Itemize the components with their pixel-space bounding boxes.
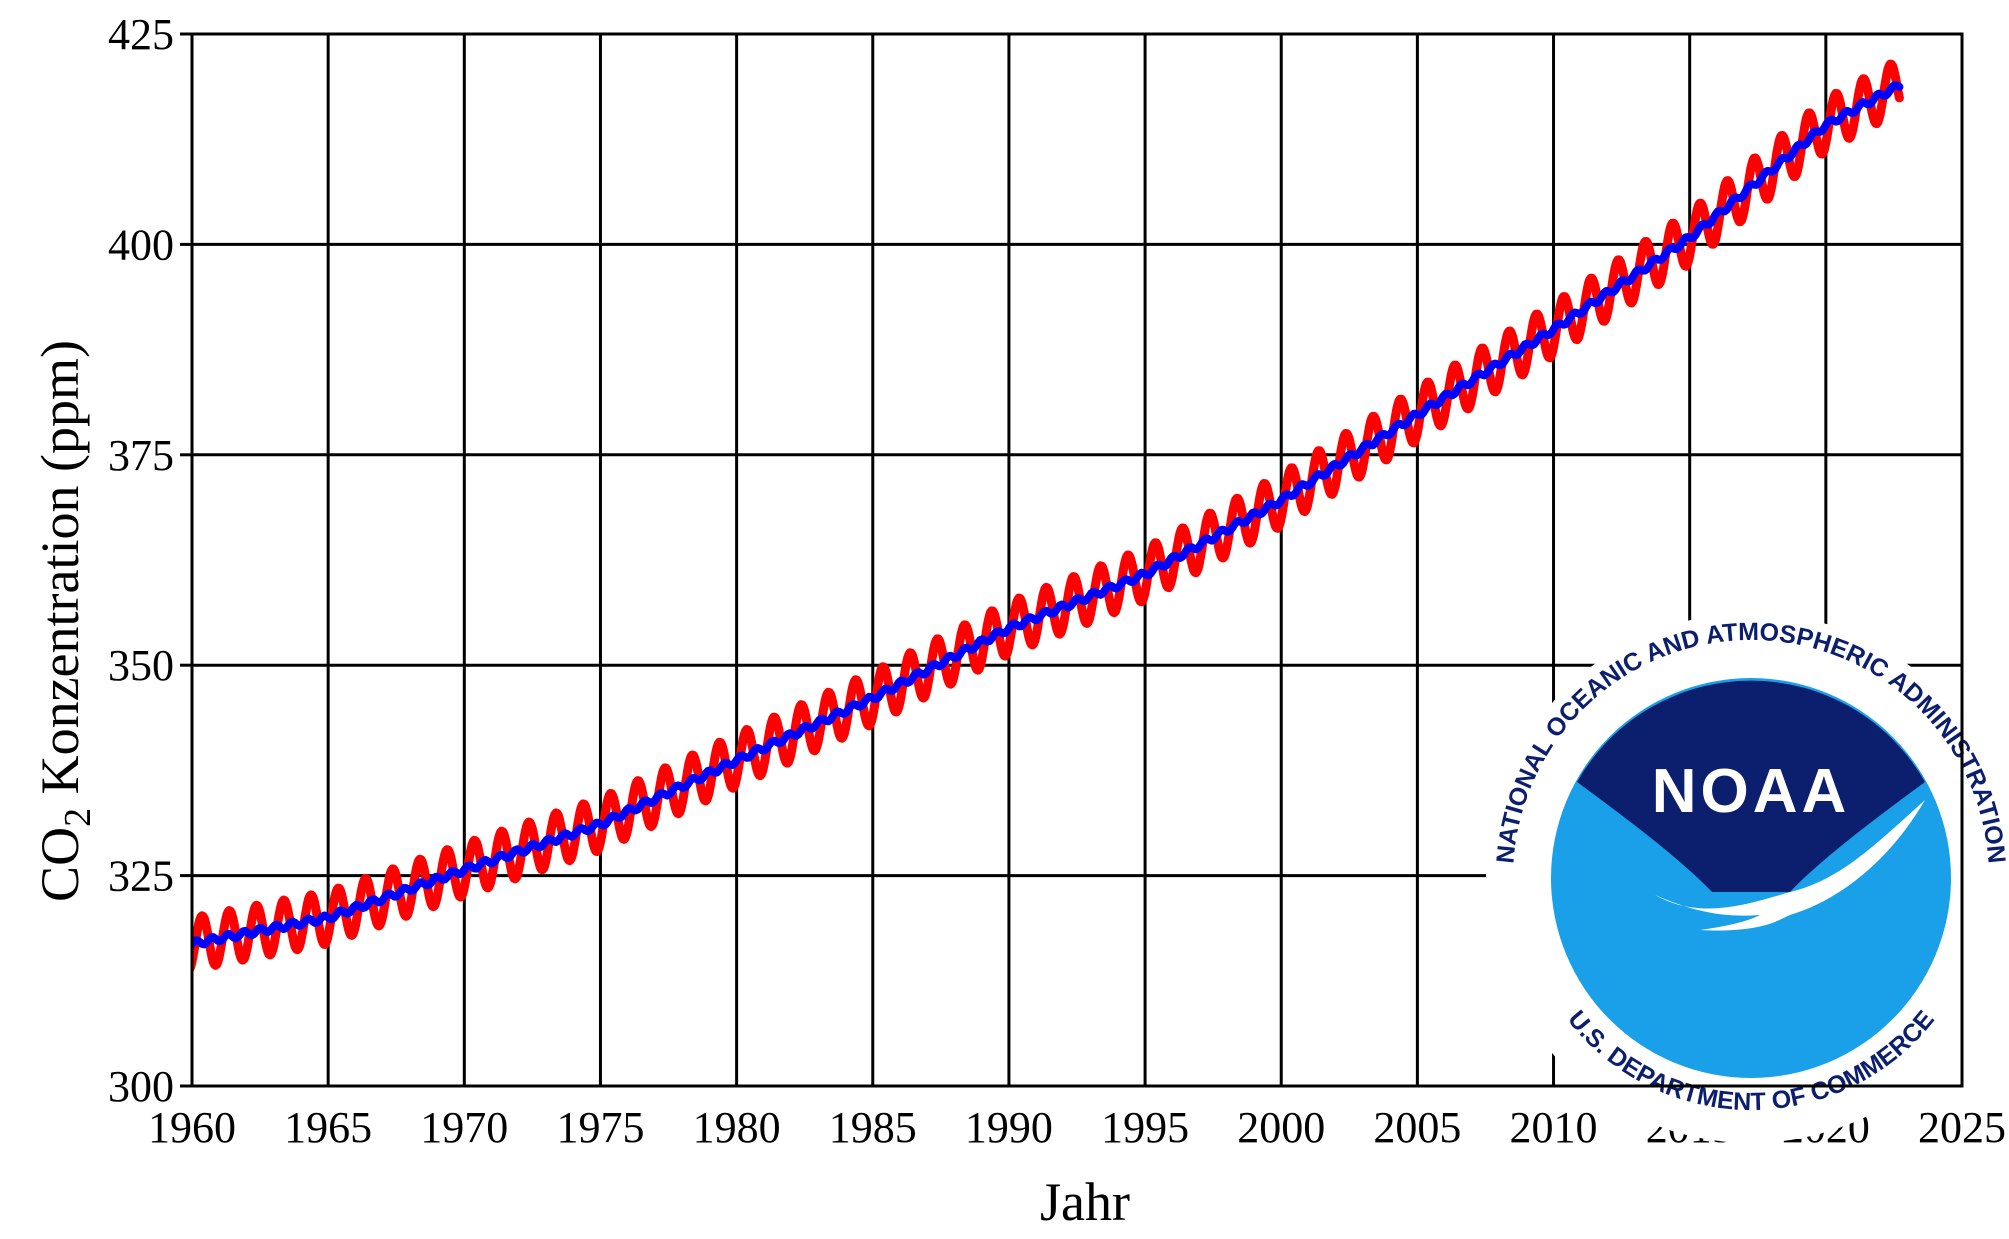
x-tick-label: 1965 [284, 1103, 372, 1152]
axis-ticks: 1960 1965 1970 1975 1980 1985 1990 1995 2000 2005… [108, 10, 2006, 1152]
noaa-logo: NOAA NATIONAL OCEANIC AND ATMOSPHERIC AD… [1486, 613, 2009, 1143]
noaa-wordmark: NOAA [1652, 757, 1851, 826]
y-tick-label: 350 [108, 641, 174, 690]
x-axis-label: Jahr [1040, 1172, 1130, 1232]
noaa-seal-sky [1577, 680, 1925, 892]
y-tick-label: 375 [108, 431, 174, 480]
x-tick-label: 1970 [420, 1103, 508, 1152]
x-tick-label: 1990 [965, 1103, 1053, 1152]
x-tick-label: 1975 [556, 1103, 644, 1152]
x-tick-label: 1980 [693, 1103, 781, 1152]
y-axis-label: CO2 Konzentration (ppm) [30, 340, 99, 902]
x-tick-label: 1995 [1101, 1103, 1189, 1152]
series-trend-line [192, 81, 1904, 950]
x-tick-label: 2010 [1510, 1103, 1598, 1152]
x-tick-label: 1985 [829, 1103, 917, 1152]
noaa-seal-bird [1655, 800, 1925, 931]
y-tick-label: 400 [108, 220, 174, 269]
co2-logo-group: NOAA NATIONAL OCEANIC AND ATMOSPHERIC AD… [1486, 613, 2009, 1143]
y-tick-label: 325 [108, 852, 174, 901]
x-tick-label: 2025 [1918, 1103, 2006, 1152]
plot-frame [190, 32, 1964, 1088]
x-tick-label: 2000 [1237, 1103, 1325, 1152]
series-monthly-line [192, 59, 1904, 974]
x-tick-label: 1960 [148, 1103, 236, 1152]
x-tick-label: 2005 [1373, 1103, 1461, 1152]
y-tick-label: 425 [108, 10, 174, 59]
y-tick-label: 300 [108, 1062, 174, 1111]
